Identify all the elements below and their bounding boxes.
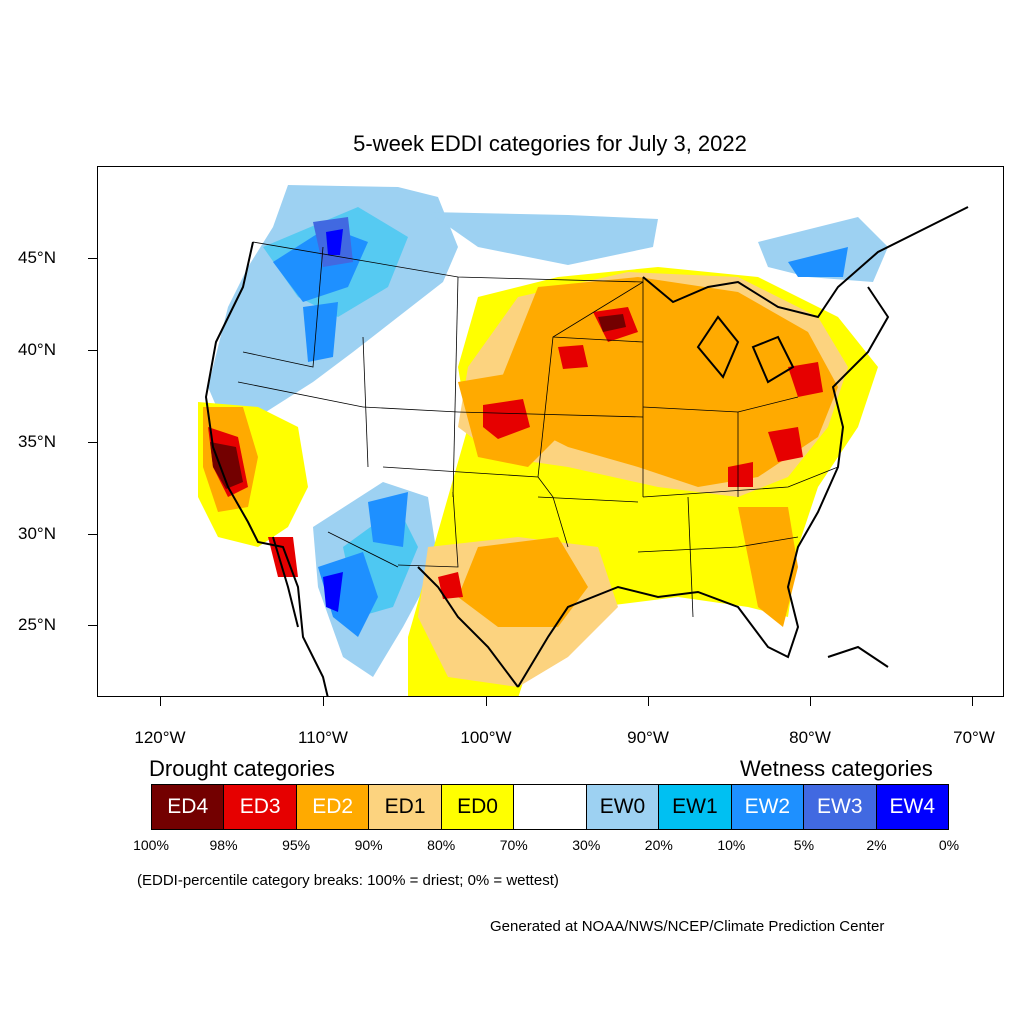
percent-break-label: 5% [793, 837, 815, 853]
percent-break-label: 10% [717, 837, 746, 853]
region-ed3-texas [438, 572, 463, 599]
legend-cell-ed0: ED0 [441, 785, 515, 829]
lon-tick-110w [323, 697, 324, 706]
region-ed2-central [498, 277, 838, 487]
legend-cell-ew1: EW1 [659, 785, 732, 829]
percent-break-label: 0% [938, 837, 960, 853]
region-ed3-kansas [483, 399, 530, 439]
region-ew0-north-central [428, 212, 658, 265]
percent-break-label: 100% [133, 837, 169, 853]
region-ew2-idaho [303, 302, 338, 362]
lat-tick-25n [88, 625, 97, 626]
region-ed3-va [768, 427, 803, 462]
legend-cell-ew2: EW2 [731, 785, 805, 829]
percent-break-label: 70% [499, 837, 528, 853]
legend-cell-ed4: ED4 [152, 785, 225, 829]
legend-cell-ew0: EW0 [586, 785, 660, 829]
lat-label-30n: 30°N [18, 524, 56, 543]
lon-label-90w: 90°W [627, 728, 669, 747]
lon-tick-70w [972, 697, 973, 706]
percent-break-label: 80% [427, 837, 456, 853]
lat-tick-40n [88, 350, 97, 351]
legend-cell-ed1: ED1 [369, 785, 442, 829]
region-ed4-wi [598, 314, 626, 332]
percent-break-label: 30% [572, 837, 601, 853]
lon-label-80w: 80°W [789, 728, 831, 747]
wetness-categories-heading: Wetness categories [740, 756, 933, 781]
coastlines [204, 206, 969, 696]
legend-cell-normal [514, 785, 587, 829]
region-ew4-sonora [323, 572, 343, 612]
region-ew2-az-mx [318, 552, 378, 637]
lon-tick-120w [160, 697, 161, 706]
lat-tick-30n [88, 534, 97, 535]
percent-break-label: 98% [209, 837, 238, 853]
lon-tick-80w [810, 697, 811, 706]
lat-label-40n: 40°N [18, 340, 56, 359]
region-ew4-wa [326, 229, 343, 255]
percent-break-label: 2% [866, 837, 887, 853]
lon-label-120w: 120°W [134, 728, 186, 747]
region-ed2-texas [458, 537, 588, 627]
eddi-map [198, 185, 969, 696]
region-ed3-ky [728, 462, 753, 487]
map-plot-area [97, 166, 1004, 697]
lat-tick-35n [88, 442, 97, 443]
percent-break-label: 90% [354, 837, 383, 853]
legend-cell-ew3: EW3 [804, 785, 877, 829]
credit-line: Generated at NOAA/NWS/NCEP/Climate Predi… [490, 918, 885, 935]
drought-categories-heading: Drought categories [149, 756, 335, 781]
lon-label-110w: 110°W [298, 728, 348, 747]
legend-cell-ed2: ED2 [296, 785, 370, 829]
lat-tick-45n [88, 258, 97, 259]
state-boundaries [237, 241, 839, 618]
region-ed4-ca [210, 442, 243, 489]
lon-label-100w: 100°W [460, 728, 512, 747]
lat-label-45n: 45°N [18, 248, 56, 267]
map-title: 5-week EDDI categories for July 3, 2022 [353, 131, 747, 156]
percent-break-label: 95% [282, 837, 311, 853]
legend-cell-ed3: ED3 [224, 785, 297, 829]
lon-label-70w: 70°W [953, 728, 995, 747]
region-ed3-iowa [558, 345, 588, 369]
percent-break-label: 20% [644, 837, 673, 853]
region-ew2-ne [788, 247, 848, 277]
lon-tick-90w [648, 697, 649, 706]
lon-tick-100w [486, 697, 487, 706]
category-legend: ED4 ED3 ED2 ED1 ED0 EW0 EW1 EW2 EW3 EW4 [151, 784, 949, 830]
lat-label-25n: 25°N [18, 615, 56, 634]
category-note: (EDDI-percentile category breaks: 100% =… [137, 872, 559, 889]
legend-cell-ew4: EW4 [876, 785, 948, 829]
region-ed3-pa [788, 362, 823, 397]
region-ew2-nm [368, 492, 408, 547]
region-ed2-southeast [738, 507, 798, 627]
lat-label-35n: 35°N [18, 432, 56, 451]
